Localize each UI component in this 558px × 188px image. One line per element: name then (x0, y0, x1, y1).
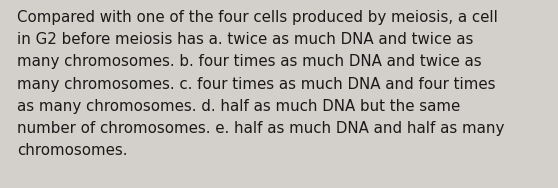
Text: many chromosomes. b. four times as much DNA and twice as: many chromosomes. b. four times as much … (17, 54, 482, 69)
Text: number of chromosomes. e. half as much DNA and half as many: number of chromosomes. e. half as much D… (17, 121, 504, 136)
Text: chromosomes.: chromosomes. (17, 143, 127, 158)
Text: Compared with one of the four cells produced by meiosis, a cell: Compared with one of the four cells prod… (17, 10, 498, 25)
Text: as many chromosomes. d. half as much DNA but the same: as many chromosomes. d. half as much DNA… (17, 99, 460, 114)
Text: in G2 before meiosis has a. twice as much DNA and twice as: in G2 before meiosis has a. twice as muc… (17, 32, 473, 47)
Text: many chromosomes. c. four times as much DNA and four times: many chromosomes. c. four times as much … (17, 77, 496, 92)
